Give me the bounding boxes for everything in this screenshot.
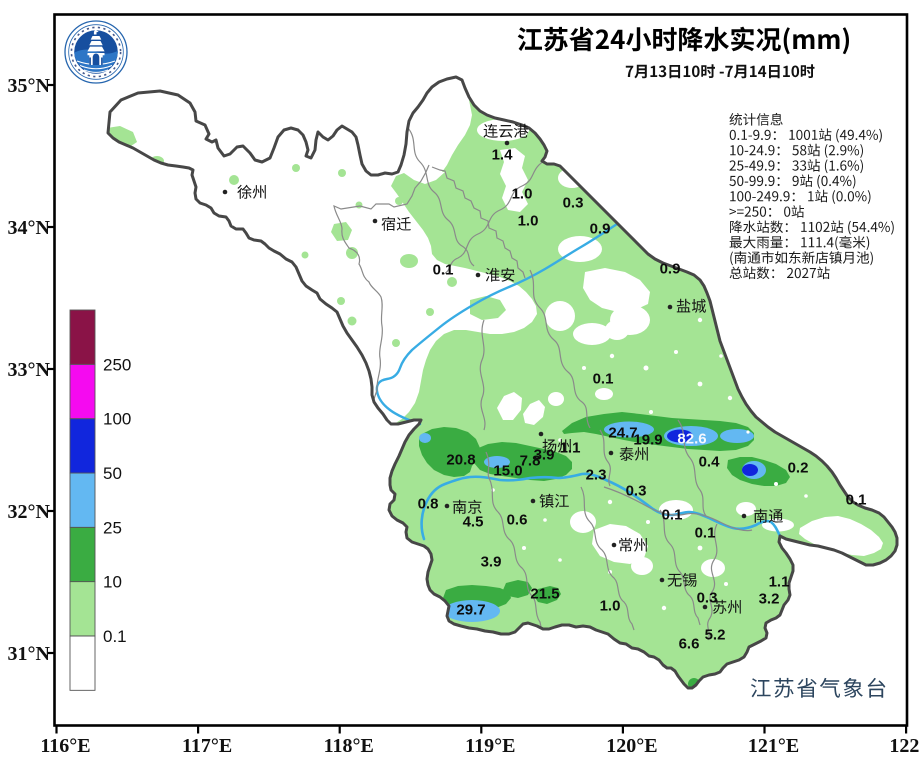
svg-text:10: 10 [103,573,122,592]
svg-text:1.0: 1.0 [600,598,621,615]
svg-text:116°E: 116°E [40,735,90,757]
svg-text:0.1: 0.1 [433,262,454,279]
svg-text:15.0: 15.0 [493,463,522,480]
svg-text:121°E: 121°E [748,735,799,757]
svg-text:0.8: 0.8 [418,496,439,513]
svg-text:24.7: 24.7 [608,425,637,442]
svg-text:0.1: 0.1 [593,371,614,388]
svg-text:32°N: 32°N [8,501,51,523]
svg-text:6.6: 6.6 [679,636,700,653]
svg-text:50: 50 [103,464,122,483]
svg-text:5.2: 5.2 [705,627,726,644]
svg-text:0.1: 0.1 [662,507,683,524]
svg-text:20.8: 20.8 [446,452,475,469]
svg-text:0.6: 0.6 [507,512,528,529]
svg-text:3.2: 3.2 [759,591,780,608]
svg-text:7.8: 7.8 [520,453,541,470]
svg-text:34°N: 34°N [8,217,51,239]
svg-text:21.5: 21.5 [530,586,559,603]
svg-text:2.3: 2.3 [586,467,607,484]
svg-text:33°N: 33°N [8,359,51,381]
svg-text:119°E: 119°E [465,735,515,757]
svg-text:0.3: 0.3 [697,590,718,607]
svg-text:1.1: 1.1 [769,574,790,591]
svg-text:0.1: 0.1 [103,627,127,646]
svg-text:3.9: 3.9 [481,554,502,571]
svg-text:1.4: 1.4 [492,147,514,164]
svg-text:122°E: 122°E [889,735,920,757]
svg-text:35°N: 35°N [8,75,51,97]
svg-text:31°N: 31°N [8,643,51,665]
svg-text:0.1: 0.1 [695,525,716,542]
svg-text:4.5: 4.5 [463,514,484,531]
svg-text:1.1: 1.1 [560,440,581,457]
svg-text:1.0: 1.0 [512,186,533,203]
svg-text:0.9: 0.9 [660,261,681,278]
svg-text:0.9: 0.9 [590,221,611,238]
svg-text:19.9: 19.9 [633,432,662,449]
svg-text:0.4: 0.4 [699,454,721,471]
svg-text:82.6: 82.6 [677,431,706,448]
svg-text:250: 250 [103,355,131,374]
svg-text:100: 100 [103,410,131,429]
svg-text:25: 25 [103,518,122,537]
svg-text:3.9: 3.9 [534,447,555,464]
svg-text:29.7: 29.7 [456,602,485,619]
svg-text:0.2: 0.2 [788,460,809,477]
svg-text:0.3: 0.3 [626,483,647,500]
svg-text:120°E: 120°E [606,735,657,757]
svg-text:117°E: 117°E [182,735,232,757]
svg-text:0.1: 0.1 [846,492,867,509]
svg-text:0.3: 0.3 [563,195,584,212]
svg-text:118°E: 118°E [324,735,374,757]
svg-text:1.0: 1.0 [518,213,539,230]
